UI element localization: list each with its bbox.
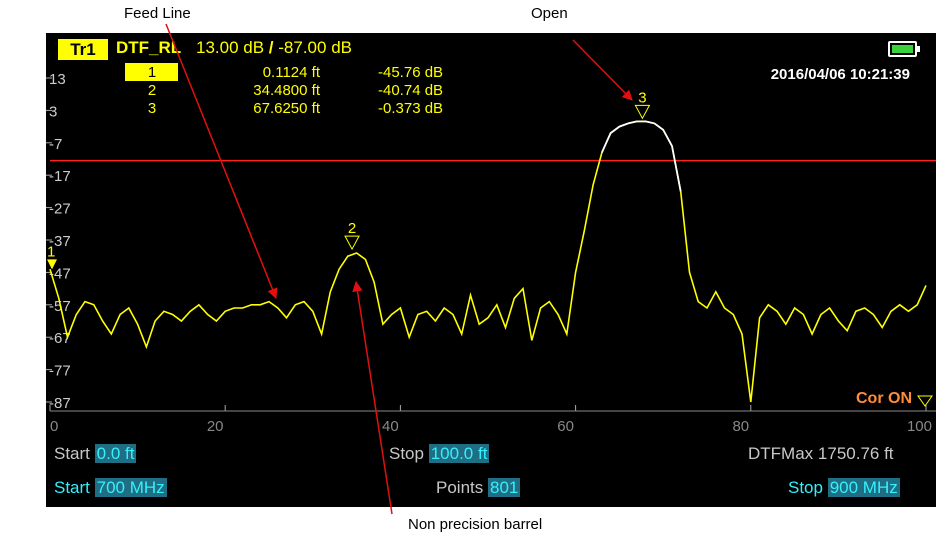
analyzer-screen: Tr1 DTF_RL 13.00 dB / -87.00 dB 13 3 -7 -17… bbox=[46, 33, 936, 507]
scale-value: 13.00 dB bbox=[196, 38, 265, 57]
y-tick-label: -47 bbox=[49, 265, 71, 282]
dtfmax-value: 1750.76 ft bbox=[817, 444, 894, 463]
frequency-footer: Start 700 MHz Points 801 Stop 900 MHz bbox=[46, 475, 936, 501]
start-distance[interactable]: Start 0.0 ft bbox=[54, 444, 137, 464]
x-tick-label: 20 bbox=[207, 418, 224, 435]
start-frequency-label: Start bbox=[54, 478, 90, 497]
marker-table-value: -45.76 dB bbox=[378, 64, 443, 81]
cor-triangle-icon bbox=[917, 395, 933, 407]
feed-line-annotation: Feed Line bbox=[124, 5, 191, 22]
x-tick-label: 100 bbox=[907, 418, 932, 435]
stop-frequency[interactable]: Stop 900 MHz bbox=[788, 478, 900, 498]
open-annotation: Open bbox=[531, 5, 568, 22]
x-tick-label: 40 bbox=[382, 418, 399, 435]
timestamp: 2016/04/06 10:21:39 bbox=[771, 66, 910, 83]
y-tick-label: -87 bbox=[49, 395, 71, 412]
battery-icon bbox=[888, 41, 920, 57]
y-tick-label: -77 bbox=[49, 363, 71, 380]
stop-distance[interactable]: Stop 100.0 ft bbox=[389, 444, 490, 464]
dtfmax-label: DTFMax bbox=[748, 444, 814, 463]
marker-table-id[interactable]: 2 bbox=[148, 82, 156, 99]
x-tick-label: 80 bbox=[732, 418, 749, 435]
start-frequency-value[interactable]: 700 MHz bbox=[94, 478, 167, 497]
marker-table-distance: 0.1124 ft bbox=[263, 64, 321, 81]
marker-1-triangle-icon[interactable] bbox=[46, 259, 57, 270]
stop-distance-value[interactable]: 100.0 ft bbox=[428, 444, 490, 463]
marker-2-triangle-icon[interactable] bbox=[344, 235, 360, 251]
y-tick-label: -7 bbox=[49, 136, 62, 153]
cor-status[interactable]: Cor ON bbox=[856, 390, 912, 407]
y-tick-label: 3 bbox=[49, 103, 57, 120]
marker-table-value: -40.74 dB bbox=[378, 82, 443, 99]
dtf-plot[interactable]: 133-7-17-27-37-47-57-67-77-87 0 20 40 60 80 1… bbox=[46, 61, 936, 471]
marker-3-triangle-icon[interactable] bbox=[634, 104, 651, 120]
marker-1-label: 1 bbox=[47, 243, 55, 260]
scale-separator: / bbox=[268, 38, 274, 57]
y-tick-label: 13 bbox=[49, 71, 66, 88]
ref-value: -87.00 dB bbox=[278, 38, 352, 57]
y-tick-label: -37 bbox=[49, 233, 71, 250]
trace-header: Tr1 DTF_RL 13.00 dB / -87.00 dB bbox=[46, 33, 936, 61]
x-tick-label: 0 bbox=[50, 418, 58, 435]
start-frequency[interactable]: Start 700 MHz bbox=[54, 478, 167, 498]
marker-table-highlight bbox=[125, 63, 178, 81]
marker-table-id[interactable]: 1 bbox=[148, 64, 156, 81]
trace-badge[interactable]: Tr1 bbox=[58, 39, 108, 60]
trace-line bbox=[49, 120, 927, 403]
marker-table-distance: 67.6250 ft bbox=[253, 100, 321, 117]
marker-2-label: 2 bbox=[348, 220, 356, 237]
trace-scale: 13.00 dB / -87.00 dB bbox=[196, 38, 352, 58]
stop-distance-label: Stop bbox=[389, 444, 424, 463]
barrel-annotation: Non precision barrel bbox=[408, 516, 543, 533]
stop-frequency-label: Stop bbox=[788, 478, 823, 497]
y-tick-label: -67 bbox=[49, 330, 71, 347]
x-tick-label: 60 bbox=[557, 418, 574, 435]
start-distance-label: Start bbox=[54, 444, 90, 463]
points-label: Points bbox=[436, 478, 484, 497]
marker-table-distance: 34.4800 ft bbox=[253, 82, 321, 99]
dtfmax: DTFMax 1750.76 ft bbox=[748, 444, 894, 464]
y-tick-label: -27 bbox=[49, 201, 71, 218]
y-tick-label: -17 bbox=[49, 168, 71, 185]
marker-table-id[interactable]: 3 bbox=[148, 100, 156, 117]
points-value[interactable]: 801 bbox=[487, 478, 521, 497]
marker-table-value: -0.373 dB bbox=[378, 100, 443, 117]
marker-3-label: 3 bbox=[638, 89, 646, 106]
trace-peak-highlight bbox=[601, 120, 682, 192]
trace-measurement[interactable]: DTF_RL bbox=[116, 38, 182, 57]
start-distance-value[interactable]: 0.0 ft bbox=[94, 444, 137, 463]
points[interactable]: Points 801 bbox=[436, 478, 521, 498]
stop-frequency-value[interactable]: 900 MHz bbox=[827, 478, 900, 497]
distance-footer: Start 0.0 ft Stop 100.0 ft DTFMax 1750.7… bbox=[46, 441, 936, 467]
